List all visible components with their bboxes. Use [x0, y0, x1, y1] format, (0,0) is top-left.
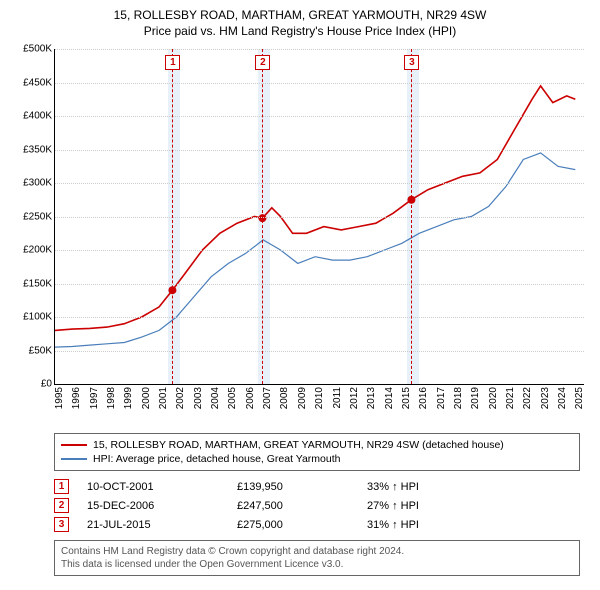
x-axis: 1995 1996 1997 1998 1999 2000 2001 2002 2003 2004…	[54, 385, 584, 425]
x-tick-label: 2006	[245, 387, 256, 409]
legend-swatch	[61, 444, 87, 446]
gridline	[55, 49, 584, 50]
x-tick-label: 2025	[574, 387, 585, 409]
x-tick-label: 2021	[505, 387, 516, 409]
chart-wrap: £0 £50K £100K £150K £200K £250K £300K £350K £400…	[10, 45, 590, 425]
sale-price: £247,500	[237, 500, 367, 512]
x-tick-label: 2015	[401, 387, 412, 409]
footnote-line1: Contains HM Land Registry data © Crown c…	[61, 545, 573, 558]
y-tick-label: £450K	[23, 77, 52, 88]
legend-row: HPI: Average price, detached house, Grea…	[61, 452, 573, 466]
x-tick-label: 2009	[297, 387, 308, 409]
x-tick-label: 2005	[227, 387, 238, 409]
y-tick-label: £100K	[23, 312, 52, 323]
x-tick-label: 1997	[89, 387, 100, 409]
x-tick-label: 2003	[193, 387, 204, 409]
y-tick-label: £0	[41, 379, 52, 390]
x-tick-label: 2004	[210, 387, 221, 409]
x-tick-label: 2014	[384, 387, 395, 409]
chart-marker-3: 3	[404, 55, 419, 70]
series-price_paid	[55, 86, 575, 331]
x-tick-label: 2020	[488, 387, 499, 409]
x-tick-label: 2024	[557, 387, 568, 409]
x-tick-label: 2007	[262, 387, 273, 409]
x-tick-label: 2013	[366, 387, 377, 409]
sale-row-3: 3 21-JUL-2015£275,00031% ↑ HPI	[54, 515, 580, 534]
sale-diff: 27% ↑ HPI	[367, 500, 487, 512]
sale-date: 21-JUL-2015	[87, 519, 237, 531]
sale-date: 15-DEC-2006	[87, 500, 237, 512]
sale-marker-icon: 1	[54, 479, 69, 494]
x-tick-label: 2022	[522, 387, 533, 409]
x-tick-label: 1995	[54, 387, 65, 409]
sale-row-1: 1 10-OCT-2001£139,95033% ↑ HPI	[54, 477, 580, 496]
sale-date: 10-OCT-2001	[87, 481, 237, 493]
y-tick-label: £300K	[23, 178, 52, 189]
sale-row-2: 2 15-DEC-2006£247,50027% ↑ HPI	[54, 496, 580, 515]
sale-vline	[172, 49, 173, 384]
x-tick-label: 2010	[314, 387, 325, 409]
gridline	[55, 183, 584, 184]
x-tick-label: 2018	[453, 387, 464, 409]
gridline	[55, 116, 584, 117]
y-tick-label: £200K	[23, 245, 52, 256]
x-tick-label: 2017	[436, 387, 447, 409]
sale-vline	[411, 49, 412, 384]
legend-label: HPI: Average price, detached house, Grea…	[93, 453, 340, 465]
footnote: Contains HM Land Registry data © Crown c…	[54, 540, 580, 576]
chart-container: 15, ROLLESBY ROAD, MARTHAM, GREAT YARMOU…	[0, 0, 600, 586]
x-tick-label: 2023	[540, 387, 551, 409]
x-tick-label: 2016	[418, 387, 429, 409]
gridline	[55, 217, 584, 218]
y-tick-label: £400K	[23, 111, 52, 122]
chart-title-line2: Price paid vs. HM Land Registry's House …	[10, 24, 590, 40]
gridline	[55, 351, 584, 352]
sale-price: £275,000	[237, 519, 367, 531]
x-tick-label: 2011	[332, 387, 343, 409]
gridline	[55, 250, 584, 251]
chart-marker-2: 2	[255, 55, 270, 70]
x-tick-label: 2001	[158, 387, 169, 409]
sale-marker-icon: 2	[54, 498, 69, 513]
legend: 15, ROLLESBY ROAD, MARTHAM, GREAT YARMOU…	[54, 433, 580, 471]
sale-diff: 33% ↑ HPI	[367, 481, 487, 493]
footnote-line2: This data is licensed under the Open Gov…	[61, 558, 573, 571]
sale-marker-icon: 3	[54, 517, 69, 532]
legend-row: 15, ROLLESBY ROAD, MARTHAM, GREAT YARMOU…	[61, 438, 573, 452]
sale-diff: 31% ↑ HPI	[367, 519, 487, 531]
x-tick-label: 2002	[175, 387, 186, 409]
y-tick-label: £150K	[23, 278, 52, 289]
x-tick-label: 1999	[123, 387, 134, 409]
gridline	[55, 284, 584, 285]
gridline	[55, 150, 584, 151]
chart-marker-1: 1	[165, 55, 180, 70]
x-tick-label: 2012	[349, 387, 360, 409]
legend-label: 15, ROLLESBY ROAD, MARTHAM, GREAT YARMOU…	[93, 439, 504, 451]
x-tick-label: 2019	[470, 387, 481, 409]
gridline	[55, 317, 584, 318]
x-tick-label: 2008	[279, 387, 290, 409]
x-tick-label: 1998	[106, 387, 117, 409]
plot-area: 1 2 3	[54, 49, 584, 385]
legend-swatch	[61, 458, 87, 460]
y-tick-label: £50K	[29, 345, 52, 356]
gridline	[55, 83, 584, 84]
x-tick-label: 2000	[141, 387, 152, 409]
sale-price: £139,950	[237, 481, 367, 493]
y-tick-label: £350K	[23, 144, 52, 155]
sale-vline	[262, 49, 263, 384]
sales-table: 1 10-OCT-2001£139,95033% ↑ HPI 2 15-DEC-200…	[54, 477, 580, 534]
x-tick-label: 1996	[71, 387, 82, 409]
chart-title-line1: 15, ROLLESBY ROAD, MARTHAM, GREAT YARMOU…	[10, 8, 590, 24]
y-axis: £0 £50K £100K £150K £200K £250K £300K £350K £400…	[10, 45, 54, 425]
y-tick-label: £250K	[23, 211, 52, 222]
y-tick-label: £500K	[23, 44, 52, 55]
